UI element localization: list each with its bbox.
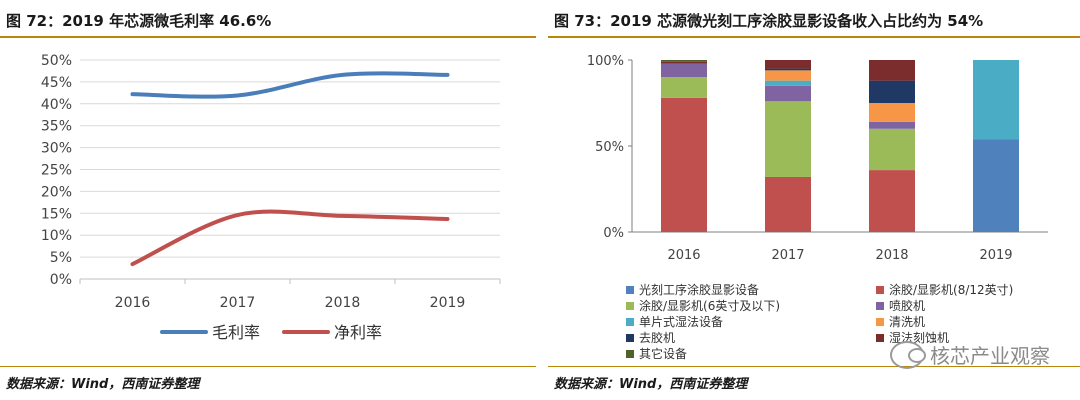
left-chart-title: 图 72：2019 年芯源微毛利率 46.6% <box>6 12 272 30</box>
legend-item-9: 其它设备 <box>626 346 876 361</box>
legend-item-6: 清洗机 <box>876 314 1046 329</box>
y-tick-label: 20% <box>41 184 72 200</box>
legend-swatch <box>876 301 884 310</box>
legend-item-1: 光刻工序涂胶显影设备 <box>626 282 876 297</box>
legend-label: 净利率 <box>334 323 382 342</box>
legend-label: 单片式湿法设备 <box>639 315 724 329</box>
bar-segment <box>661 61 707 64</box>
legend-item-5: 单片式湿法设备 <box>626 314 876 329</box>
bar-segment <box>765 68 811 71</box>
bar-segment <box>765 101 811 177</box>
bar-segment <box>973 60 1019 140</box>
legend-swatch <box>626 317 634 326</box>
y-tick-label: 40% <box>41 97 72 113</box>
right-source-note: 数据来源：Wind，西南证券整理 <box>554 377 748 392</box>
bar-segment <box>661 60 707 62</box>
legend-item-7: 去胶机 <box>626 330 876 345</box>
bar-segment <box>869 128 915 171</box>
bar-segment <box>765 80 811 86</box>
legend-label: 清洗机 <box>889 315 926 329</box>
left-source-note: 数据来源：Wind，西南证券整理 <box>6 377 200 392</box>
bar-segment <box>661 97 707 232</box>
legend-swatch <box>876 333 884 342</box>
right-panel: 图 73：2019 芯源微光刻工序涂胶显影设备收入占比约为 54% 0% 50% 1… <box>548 0 1080 400</box>
legend-label: 去胶机 <box>639 331 676 345</box>
bar-segment <box>973 139 1019 232</box>
y-tick-label: 25% <box>41 163 72 179</box>
legend-item-4: 喷胶机 <box>876 298 1046 313</box>
y-tick-label: 30% <box>41 141 72 157</box>
x-tick-label: 2016 <box>667 248 700 263</box>
legend-item-1: 毛利率 <box>160 323 260 342</box>
legend-item-2: 涂胶/显影机(8/12英寸) <box>876 282 1046 297</box>
wechat-icon <box>890 340 926 369</box>
legend-label: 涂胶/显影机(8/12英寸) <box>889 283 1014 297</box>
bar-segment <box>765 70 811 81</box>
legend-item-2: 净利率 <box>282 323 382 342</box>
x-tick-label: 2018 <box>325 295 361 311</box>
legend-item-3: 涂胶/显影机(6英寸及以下) <box>626 298 876 313</box>
legend-label: 光刻工序涂胶显影设备 <box>639 283 760 297</box>
legend-label: 毛利率 <box>212 323 260 342</box>
y-tick-label: 45% <box>41 75 72 91</box>
legend-swatch <box>876 317 884 326</box>
legend-swatch <box>626 349 634 358</box>
y-tick-label: 15% <box>41 206 72 222</box>
bar-segment <box>765 85 811 102</box>
line-chart: 0% 5% 10% 15% 20% 25% 30% 35% 40% 45% 50% 2016 2017 2… <box>41 53 501 342</box>
y-tick-label: 10% <box>41 228 72 244</box>
legend-swatch <box>626 333 634 342</box>
x-tick-label: 2017 <box>771 248 804 263</box>
y-tick-label: 50% <box>595 140 624 155</box>
y-tick-label: 50% <box>41 53 72 69</box>
left-panel: 图 72：2019 年芯源微毛利率 46.6% 0% 5% 10% 15% 20% 25%… <box>0 0 536 400</box>
watermark: 核芯产业观察 <box>890 340 1050 369</box>
bar-segment <box>661 63 707 78</box>
bar-segment <box>869 170 915 232</box>
legend-label: 喷胶机 <box>889 299 926 313</box>
legend-label: 其它设备 <box>639 347 688 361</box>
x-tick-label: 2016 <box>115 295 151 311</box>
left-top-rule <box>0 36 536 38</box>
y-tick-label: 5% <box>50 250 72 266</box>
bar-chart-legend: 光刻工序涂胶显影设备 涂胶/显影机(8/12英寸) 涂胶/显影机(6英寸及以下) 喷胶… <box>626 282 1046 361</box>
watermark-text: 核芯产业观察 <box>930 344 1050 368</box>
right-chart-title: 图 73：2019 芯源微光刻工序涂胶显影设备收入占比约为 54% <box>554 12 984 30</box>
x-tick-label: 2018 <box>875 248 908 263</box>
y-tick-label: 35% <box>41 119 72 135</box>
stacked-bar-chart: 0% 50% 100% 2016 2017 2018 2019 <box>587 54 1048 263</box>
right-top-rule <box>548 36 1080 38</box>
series-line-1 <box>130 71 450 99</box>
bar-segment <box>869 60 915 81</box>
left-bottom-rule <box>0 366 536 367</box>
legend-swatch <box>626 285 634 294</box>
right-bottom-rule <box>548 366 1080 367</box>
bar-segment <box>661 77 707 98</box>
x-tick-label: 2019 <box>430 295 466 311</box>
x-tick-label: 2017 <box>220 295 256 311</box>
y-tick-label: 0% <box>50 272 72 288</box>
bar-segment <box>869 103 915 122</box>
x-tick-label: 2019 <box>979 248 1012 263</box>
bar-segment <box>765 60 811 69</box>
series-line-2 <box>130 209 450 267</box>
legend-swatch <box>626 301 634 310</box>
y-tick-label: 0% <box>603 226 624 241</box>
legend-swatch <box>876 285 884 294</box>
y-tick-label: 100% <box>587 54 624 69</box>
legend-label: 涂胶/显影机(6英寸及以下) <box>639 299 781 313</box>
bar-segment <box>869 121 915 129</box>
bar-segment <box>869 80 915 103</box>
bar-segment <box>765 176 811 232</box>
